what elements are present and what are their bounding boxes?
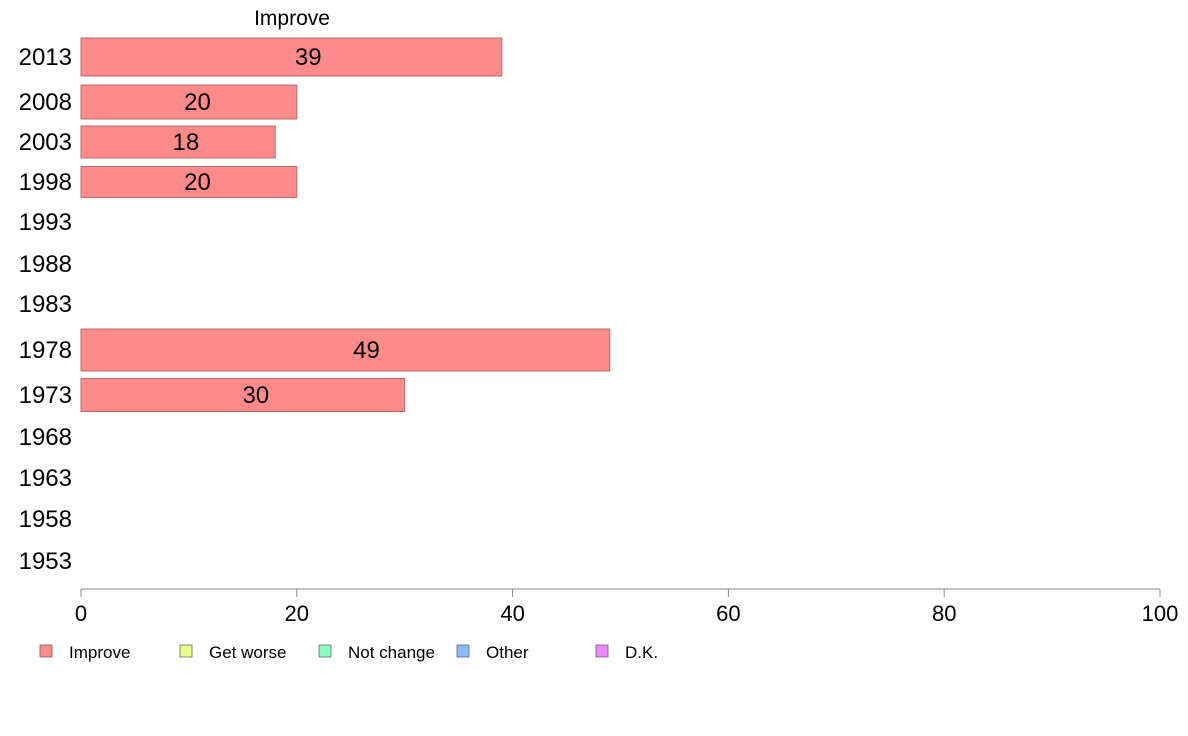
bar-value-label: 20 bbox=[184, 89, 211, 116]
year-label: 2008 bbox=[19, 89, 72, 116]
x-axis: 0 20 40 60 80 100 bbox=[75, 588, 1179, 626]
bar bbox=[80, 125, 276, 159]
legend-swatch bbox=[318, 644, 332, 658]
year-label: 2013 bbox=[19, 44, 72, 71]
year-label: 1988 bbox=[19, 251, 72, 278]
x-tick-label: 40 bbox=[500, 601, 524, 626]
year-label: 1973 bbox=[19, 382, 72, 409]
year-label: 1953 bbox=[19, 548, 72, 575]
legend-swatch bbox=[456, 644, 470, 658]
bar bbox=[80, 378, 406, 412]
bar bbox=[80, 37, 503, 77]
x-tick-label: 0 bbox=[75, 601, 87, 626]
legend-label: Not change bbox=[348, 643, 435, 662]
x-tick-label: 20 bbox=[285, 601, 309, 626]
x-tick-label: 100 bbox=[1142, 601, 1179, 626]
legend-label: Get worse bbox=[209, 643, 286, 662]
legend-label: D.K. bbox=[625, 643, 658, 662]
bar-value-label: 30 bbox=[242, 382, 269, 409]
x-tick-label: 80 bbox=[932, 601, 956, 626]
year-label: 2003 bbox=[19, 129, 72, 156]
bar-value-label: 39 bbox=[295, 44, 322, 71]
bar bbox=[80, 328, 611, 372]
bars-group: 39 20 18 20 49 30 bbox=[80, 37, 611, 412]
year-label: 1998 bbox=[19, 169, 72, 196]
legend: Improve Get worse Not change Other D.K. bbox=[39, 643, 658, 662]
bar-value-label: 20 bbox=[184, 169, 211, 196]
legend-label: Improve bbox=[69, 643, 130, 662]
year-label: 1983 bbox=[19, 291, 72, 318]
year-label: 1963 bbox=[19, 465, 72, 492]
chart-title: Improve bbox=[254, 7, 330, 30]
legend-swatch bbox=[179, 644, 193, 658]
year-labels: 2013 2008 2003 1998 1993 1988 1983 1978 1973 1968… bbox=[19, 44, 72, 575]
legend-swatch bbox=[595, 644, 609, 658]
bar-value-label: 49 bbox=[353, 337, 380, 364]
bar bbox=[80, 166, 298, 198]
year-label: 1968 bbox=[19, 424, 72, 451]
bar-value-label: 18 bbox=[173, 129, 200, 156]
year-label: 1978 bbox=[19, 337, 72, 364]
bar bbox=[80, 84, 298, 120]
year-label: 1958 bbox=[19, 506, 72, 533]
legend-label: Other bbox=[486, 643, 529, 662]
year-label: 1993 bbox=[19, 209, 72, 236]
legend-swatch bbox=[39, 644, 53, 658]
x-tick-label: 60 bbox=[716, 601, 740, 626]
